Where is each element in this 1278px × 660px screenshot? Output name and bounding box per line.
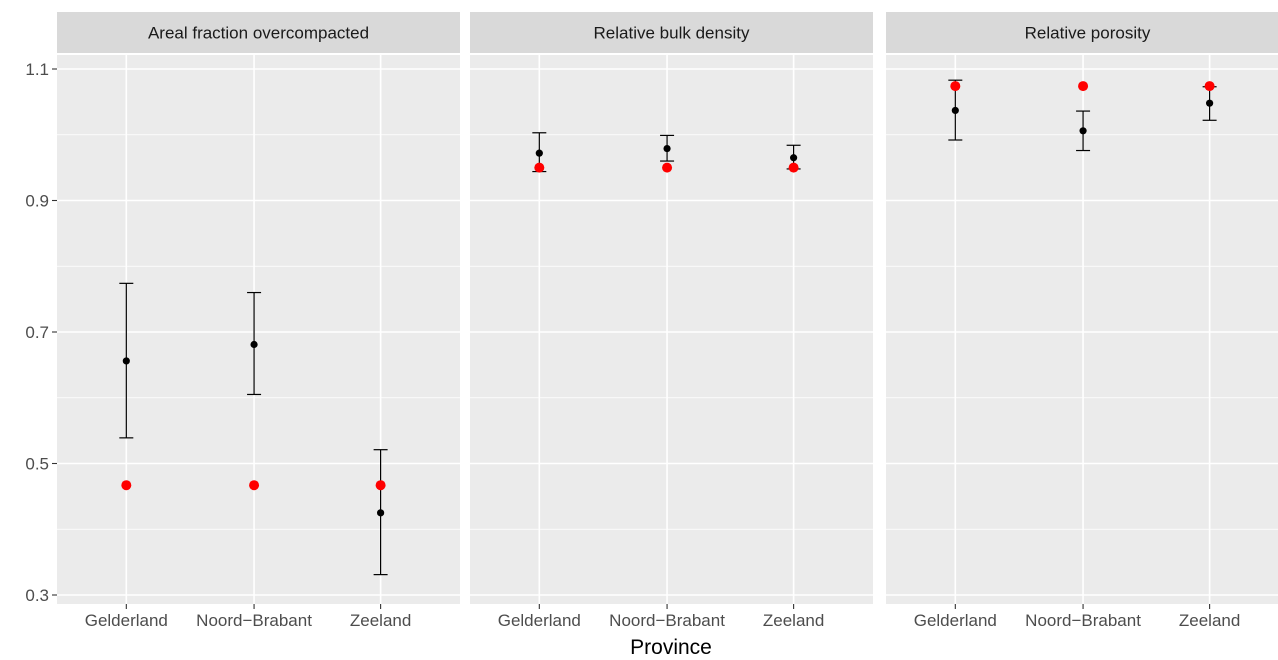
reference-point [1078, 81, 1089, 92]
reference-point [249, 480, 260, 491]
y-tick-label: 0.7 [25, 323, 49, 342]
facet-strip [886, 12, 1278, 53]
x-tick-label: Zeeland [1179, 611, 1240, 630]
plot-background [886, 55, 1278, 604]
estimate-point [377, 509, 385, 517]
x-tick-label: Gelderland [85, 611, 168, 630]
x-tick-label: Noord−Brabant [196, 611, 312, 630]
y-tick-label: 0.3 [25, 586, 49, 605]
reference-point [662, 162, 673, 173]
estimate-point [1079, 127, 1087, 135]
facet-title: Relative porosity [1025, 24, 1151, 43]
estimate-point [250, 340, 258, 349]
estimate-point [122, 357, 130, 365]
facet-title: Relative bulk density [594, 24, 750, 43]
x-axis-title: Province [630, 636, 712, 659]
facet-panel: Relative bulk density Gelderland Noord−Bra… [470, 12, 873, 630]
facet-strip [470, 12, 873, 53]
x-tick-label: Noord−Brabant [1025, 611, 1141, 630]
reference-point [375, 480, 386, 491]
x-tick-label: Gelderland [914, 611, 997, 630]
plot-background [470, 55, 873, 604]
x-tick-label: Zeeland [350, 611, 411, 630]
facet-panel: Relative porosity Gelderland Noord−Brabant… [886, 12, 1278, 630]
estimate-point [663, 144, 671, 153]
reference-point [534, 162, 545, 173]
y-tick-label: 0.9 [25, 192, 49, 211]
x-tick-label: Gelderland [498, 611, 581, 630]
estimate-point [790, 154, 798, 162]
x-tick-label: Zeeland [763, 611, 824, 630]
y-tick-label: 1.1 [25, 60, 49, 79]
x-tick-label: Noord−Brabant [609, 611, 725, 630]
facet-strip [57, 12, 460, 53]
estimate-point [535, 149, 543, 157]
plot-background [57, 55, 460, 604]
estimate-point [1206, 99, 1214, 107]
reference-point [121, 480, 132, 491]
y-tick-label: 0.5 [25, 455, 49, 474]
facet-title: Areal fraction overcompacted [148, 24, 369, 43]
facet-panel: Areal fraction overcompacted Gelderland No… [57, 12, 460, 630]
reference-point [1204, 81, 1215, 92]
reference-point [788, 162, 799, 173]
reference-point [950, 81, 961, 92]
estimate-point [951, 106, 959, 115]
